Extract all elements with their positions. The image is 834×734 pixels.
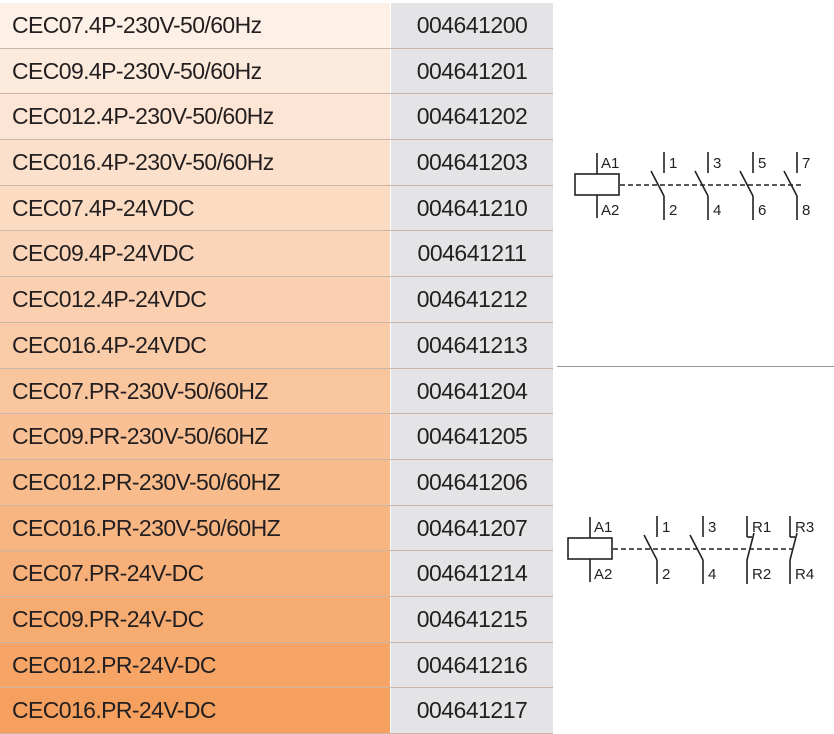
product-table: CEC07.4P-230V-50/60Hz 004641200 CEC09.4P-2…	[0, 3, 553, 734]
contact-label-bottom: R2	[752, 566, 771, 583]
table-row: CEC07.4P-24VDC 004641210	[0, 185, 553, 232]
product-name: CEC012.PR-24V-DC	[0, 642, 390, 688]
product-name: CEC07.PR-230V-50/60HZ	[0, 368, 390, 414]
contact-label-top: 3	[713, 155, 721, 172]
table-row: CEC016.4P-24VDC 004641213	[0, 322, 553, 369]
contact-label-bottom: 6	[758, 202, 766, 219]
coil-symbol	[567, 537, 613, 560]
product-code: 004641211	[390, 231, 553, 277]
product-code: 004641207	[390, 505, 553, 551]
table-row: CEC07.4P-230V-50/60Hz 004641200	[0, 3, 553, 49]
no-contact-blade	[650, 170, 665, 197]
contact-label-bottom: 2	[662, 566, 670, 583]
table-row: CEC09.PR-24V-DC 004641215	[0, 596, 553, 643]
product-code: 004641213	[390, 322, 553, 368]
product-code: 004641212	[390, 277, 553, 322]
table-row: CEC07.PR-230V-50/60HZ 004641204	[0, 368, 553, 415]
contact-label-bottom: 8	[802, 202, 810, 219]
table-row: CEC09.4P-230V-50/60Hz 004641201	[0, 48, 553, 95]
product-name: CEC012.4P-230V-50/60Hz	[0, 94, 390, 140]
no-contact-blade	[783, 170, 798, 197]
no-contact-blade	[694, 170, 709, 197]
product-name: CEC016.PR-230V-50/60HZ	[0, 505, 390, 551]
table-row: CEC012.PR-24V-DC 004641216	[0, 642, 553, 689]
table-row: CEC016.PR-24V-DC 004641217	[0, 688, 553, 734]
table-row: CEC09.4P-24VDC 004641211	[0, 231, 553, 278]
divider	[557, 366, 834, 367]
product-code: 004641214	[390, 551, 553, 596]
contact-label-bottom: 4	[713, 202, 721, 219]
contact-label-top: 1	[662, 519, 670, 536]
product-name: CEC09.PR-230V-50/60HZ	[0, 414, 390, 459]
contact-label-top: 5	[758, 155, 766, 172]
product-code: 004641203	[390, 140, 553, 185]
product-code: 004641200	[390, 3, 553, 48]
no-contact-blade	[643, 534, 658, 561]
product-name: CEC09.4P-230V-50/60Hz	[0, 48, 390, 94]
table-row: CEC07.PR-24V-DC 004641214	[0, 551, 553, 597]
contact-label-top: R3	[795, 519, 814, 536]
product-name: CEC07.PR-24V-DC	[0, 551, 390, 596]
product-code: 004641205	[390, 414, 553, 459]
contact-label-top: 7	[802, 155, 810, 172]
product-name: CEC016.PR-24V-DC	[0, 688, 390, 733]
contact-label-top: R1	[752, 519, 771, 536]
product-code: 004641210	[390, 185, 553, 231]
product-name: CEC016.4P-230V-50/60Hz	[0, 140, 390, 185]
table-row: CEC012.4P-24VDC 004641212	[0, 277, 553, 323]
product-code: 004641201	[390, 48, 553, 94]
product-name: CEC09.PR-24V-DC	[0, 596, 390, 642]
coil-label-bottom: A2	[594, 566, 612, 583]
table-row: CEC012.4P-230V-50/60Hz 004641202	[0, 94, 553, 141]
contact-label-bottom: R4	[795, 566, 814, 583]
nc-contact-blade	[789, 532, 798, 561]
coil-symbol	[574, 173, 620, 196]
table-row: CEC016.4P-230V-50/60Hz 004641203	[0, 140, 553, 186]
product-code: 004641216	[390, 642, 553, 688]
contact-label-top: 1	[669, 155, 677, 172]
product-code: 004641215	[390, 596, 553, 642]
contact-label-bottom: 4	[708, 566, 716, 583]
coil-label-top: A1	[601, 155, 619, 172]
product-name: CEC07.4P-24VDC	[0, 185, 390, 231]
product-code: 004641204	[390, 368, 553, 414]
table-row: CEC016.PR-230V-50/60HZ 004641207	[0, 505, 553, 552]
contact-label-top: 3	[708, 519, 716, 536]
table-row: CEC09.PR-230V-50/60HZ 004641205	[0, 414, 553, 460]
no-contact-blade	[739, 170, 754, 197]
coil-label-bottom: A2	[601, 202, 619, 219]
product-code: 004641202	[390, 94, 553, 140]
product-name: CEC012.4P-24VDC	[0, 277, 390, 322]
contact-label-bottom: 2	[669, 202, 677, 219]
nc-contact-blade	[746, 532, 755, 561]
product-name: CEC016.4P-24VDC	[0, 322, 390, 368]
coil-label-top: A1	[594, 519, 612, 536]
no-contact-blade	[689, 534, 704, 561]
product-code: 004641217	[390, 688, 553, 733]
table-row: CEC012.PR-230V-50/60HZ 004641206	[0, 459, 553, 506]
product-code: 004641206	[390, 459, 553, 505]
product-name: CEC012.PR-230V-50/60HZ	[0, 459, 390, 505]
product-name: CEC07.4P-230V-50/60Hz	[0, 3, 390, 48]
product-name: CEC09.4P-24VDC	[0, 231, 390, 277]
